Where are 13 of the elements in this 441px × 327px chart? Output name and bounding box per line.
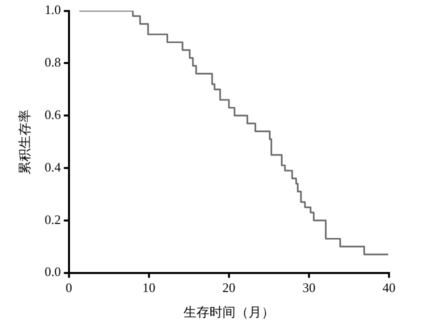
x-tick-label: 10 — [142, 280, 156, 296]
y-axis-title: 累积生存率 — [17, 109, 34, 174]
y-tick-label: 1.0 — [44, 2, 61, 18]
y-tick-label: 0.6 — [44, 107, 62, 122]
y-tick-label: 0.2 — [44, 212, 61, 227]
x-tick-label: 20 — [222, 280, 236, 296]
x-tick-label: 0 — [66, 280, 72, 296]
x-axis-title: 生存时间（月） — [183, 306, 274, 321]
x-tick-label: 30 — [302, 280, 316, 296]
y-tick-label: 0.0 — [44, 264, 61, 280]
y-tick-label: 0.4 — [44, 159, 62, 174]
y-tick-label: 0.8 — [44, 54, 61, 70]
x-tick-label: 40 — [382, 280, 396, 296]
